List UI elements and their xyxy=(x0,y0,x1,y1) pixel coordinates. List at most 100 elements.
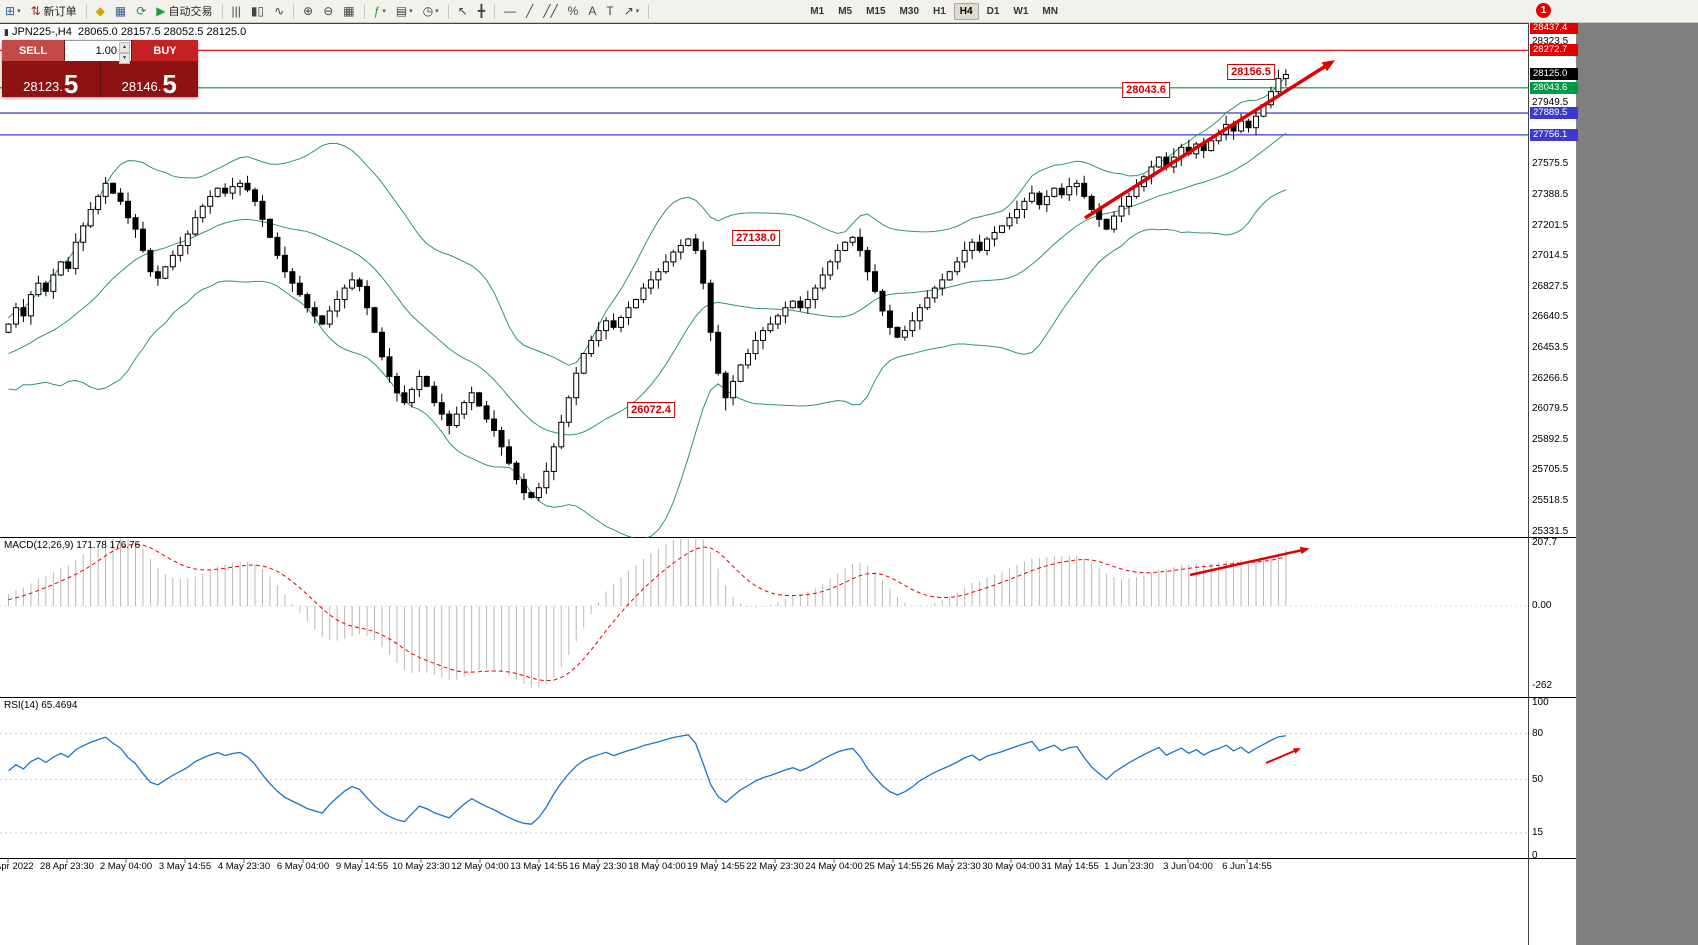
new-chart-button-dropdown-icon[interactable]: ▾ xyxy=(17,8,21,15)
line-chart-icon[interactable]: ∿ xyxy=(270,2,288,21)
macd-scale-label: 207.7 xyxy=(1532,536,1558,548)
timeframe-m15[interactable]: M15 xyxy=(866,5,886,17)
chart-ohlc-header: ▮ JPN225-,H4 28065.0 28157.5 28052.5 2812… xyxy=(4,26,246,38)
timeframe-mn[interactable]: MN xyxy=(1042,5,1058,17)
arrows-tool-glyph: ↗ xyxy=(623,4,634,18)
chart-window[interactable] xyxy=(0,22,1577,945)
time-axis-label: 16 May 23:30 xyxy=(569,861,627,872)
fibonacci-tool-icon[interactable]: % xyxy=(564,2,583,21)
lot-increase-icon[interactable]: ▲ xyxy=(119,42,130,53)
time-axis-label: 25 May 14:55 xyxy=(864,861,922,872)
time-axis-label: 3 May 14:55 xyxy=(158,861,212,872)
toolbar-separator xyxy=(363,3,365,19)
arrows-tool-button-dropdown-icon[interactable]: ▾ xyxy=(635,8,640,15)
cursor-icon[interactable]: ↖ xyxy=(454,2,472,21)
line-chart-icon-glyph: ∿ xyxy=(274,4,285,18)
time-axis-label: 26 May 23:30 xyxy=(923,861,981,872)
candlestick-chart-icon-glyph: ▮▯ xyxy=(250,4,265,18)
new-order-button[interactable]: ⇅ 新订单 xyxy=(27,2,81,21)
lot-size-stepper[interactable]: ▲ ▼ xyxy=(119,42,130,64)
new-chart-glyph: ⊞ xyxy=(5,4,16,18)
refresh-icon-glyph: ⟳ xyxy=(136,4,147,18)
timeframe-m30[interactable]: M30 xyxy=(899,5,919,17)
refresh-icon[interactable]: ⟳ xyxy=(132,2,150,21)
time-axis-label: 13 May 14:55 xyxy=(510,861,568,872)
arrows-tool-button[interactable]: ↗ ▾ xyxy=(620,2,644,21)
crosshair-icon[interactable]: ╋ xyxy=(474,2,489,21)
toolbar-separator xyxy=(221,3,223,19)
time-axis-label: 4 May 23:30 xyxy=(217,861,271,872)
fibonacci-tool-icon-glyph: % xyxy=(567,4,579,18)
periods-button-dropdown-icon[interactable]: ▾ xyxy=(435,8,439,15)
macd-scale-label: -262 xyxy=(1532,679,1553,691)
bar-chart-icon[interactable]: ||| xyxy=(228,2,245,21)
tile-windows-icon[interactable]: ▦ xyxy=(339,2,358,21)
buy-price-base: 28146. xyxy=(121,79,162,95)
rsi-scale-label: 80 xyxy=(1532,727,1544,739)
zoom-in-icon[interactable]: ⊕ xyxy=(299,2,317,21)
market-watch-icon-glyph: ▦ xyxy=(114,4,127,18)
price-callout[interactable]: 26072.4 xyxy=(627,402,675,418)
rsi-scale-label: 15 xyxy=(1532,827,1544,839)
time-axis-label: 12 May 04:00 xyxy=(451,861,509,872)
autotrade-button[interactable]: ▶ 自动交易 xyxy=(152,2,216,21)
timeframe-m1[interactable]: M1 xyxy=(810,5,825,17)
new-chart-button[interactable]: ⊞ ▾ xyxy=(1,2,25,21)
time-axis-label: 30 May 04:00 xyxy=(982,861,1040,872)
timeframe-h4[interactable]: H4 xyxy=(953,2,979,20)
time-axis-label: 31 May 14:55 xyxy=(1041,861,1099,872)
zoom-out-icon[interactable]: ⊖ xyxy=(319,2,337,21)
lot-size-input[interactable] xyxy=(65,41,131,61)
price-callout[interactable]: 28043.6 xyxy=(1122,82,1170,98)
templates-button-dropdown-icon[interactable]: ▾ xyxy=(409,8,413,15)
time-axis-label: 1 Jun 23:30 xyxy=(1104,861,1154,872)
timeframe-w1[interactable]: W1 xyxy=(1013,5,1029,17)
templates-button[interactable]: ▤ ▾ xyxy=(392,2,417,21)
toolbar: ⊞ ▾ ⇅ 新订单 ◆ ▦ ⟳ ▶ 自动交易 ||| ▮▯ ∿ ⊕ ⊖ ▦ ƒ ▾ ▤ ▾ ◷ ▾ ↖ ╋ — ╱ ╱╱% A T ↗ ▾… xyxy=(0,0,1698,23)
zoom-out-icon-glyph: ⊖ xyxy=(323,4,334,18)
sell-price-big-digit: 5 xyxy=(63,68,79,99)
periods-button[interactable]: ◷ ▾ xyxy=(419,2,443,21)
price-marker: 28043.6 xyxy=(1530,81,1578,94)
time-axis-label: 2 May 04:00 xyxy=(99,861,153,872)
lot-decrease-icon[interactable]: ▼ xyxy=(119,53,130,64)
price-callout[interactable]: 27138.0 xyxy=(732,230,780,246)
timeframe-d1[interactable]: D1 xyxy=(986,5,1000,17)
notification-badge[interactable]: 1 xyxy=(1536,3,1551,18)
sell-button[interactable]: SELL xyxy=(2,40,65,61)
indicators-button[interactable]: ƒ ▾ xyxy=(370,2,390,21)
zoom-in-icon-glyph: ⊕ xyxy=(303,4,314,18)
price-marker: 27756.1 xyxy=(1530,128,1578,141)
label-tool-icon[interactable]: T xyxy=(602,2,617,21)
indicators-glyph: ƒ xyxy=(373,4,381,18)
macd-indicator-label: MACD(12,26,9) 171.78 176.76 xyxy=(4,540,141,551)
buy-button[interactable]: BUY xyxy=(131,40,198,61)
candlestick-chart-icon[interactable]: ▮▯ xyxy=(247,2,268,21)
price-marker: 28272.7 xyxy=(1530,44,1578,57)
time-axis-label: 10 May 23:30 xyxy=(392,861,450,872)
text-tool-icon[interactable]: A xyxy=(584,2,600,21)
new-order-button-label: 新订单 xyxy=(43,6,77,18)
metaeditor-icon[interactable]: ◆ xyxy=(92,2,109,21)
timeframe-h1[interactable]: H1 xyxy=(933,5,946,17)
channel-tool-icon[interactable]: ╱╱ xyxy=(539,2,561,21)
time-axis-label: 9 May 14:55 xyxy=(335,861,389,872)
indicators-button-dropdown-icon[interactable]: ▾ xyxy=(382,8,386,15)
sell-price-button[interactable]: 28123. 5 xyxy=(2,61,101,97)
time-axis-label: 24 May 04:00 xyxy=(805,861,863,872)
buy-price-button[interactable]: 28146. 5 xyxy=(101,61,199,97)
rsi-indicator-label: RSI(14) 65.4694 xyxy=(4,700,78,711)
trendline-tool-icon-glyph: ╱ xyxy=(525,4,534,18)
time-axis-label: 6 May 04:00 xyxy=(276,861,330,872)
price-marker: 27889.5 xyxy=(1530,107,1578,120)
new-order-glyph: ⇅ xyxy=(30,4,41,18)
trendline-tool-icon[interactable]: ╱ xyxy=(522,2,537,21)
time-axis-label: 27 Apr 2022 xyxy=(0,861,34,872)
price-callout[interactable]: 28156.5 xyxy=(1227,64,1275,80)
price-scale-label: 27575.5 xyxy=(1532,158,1569,170)
toolbar-separator xyxy=(293,3,295,19)
market-watch-icon[interactable]: ▦ xyxy=(111,2,130,21)
hline-tool-icon[interactable]: — xyxy=(500,2,520,21)
timeframe-m5[interactable]: M5 xyxy=(838,5,853,17)
timeframe-group: M1 M5 M15 M30 H1 H4 D1 W1 MN xyxy=(803,2,1065,20)
